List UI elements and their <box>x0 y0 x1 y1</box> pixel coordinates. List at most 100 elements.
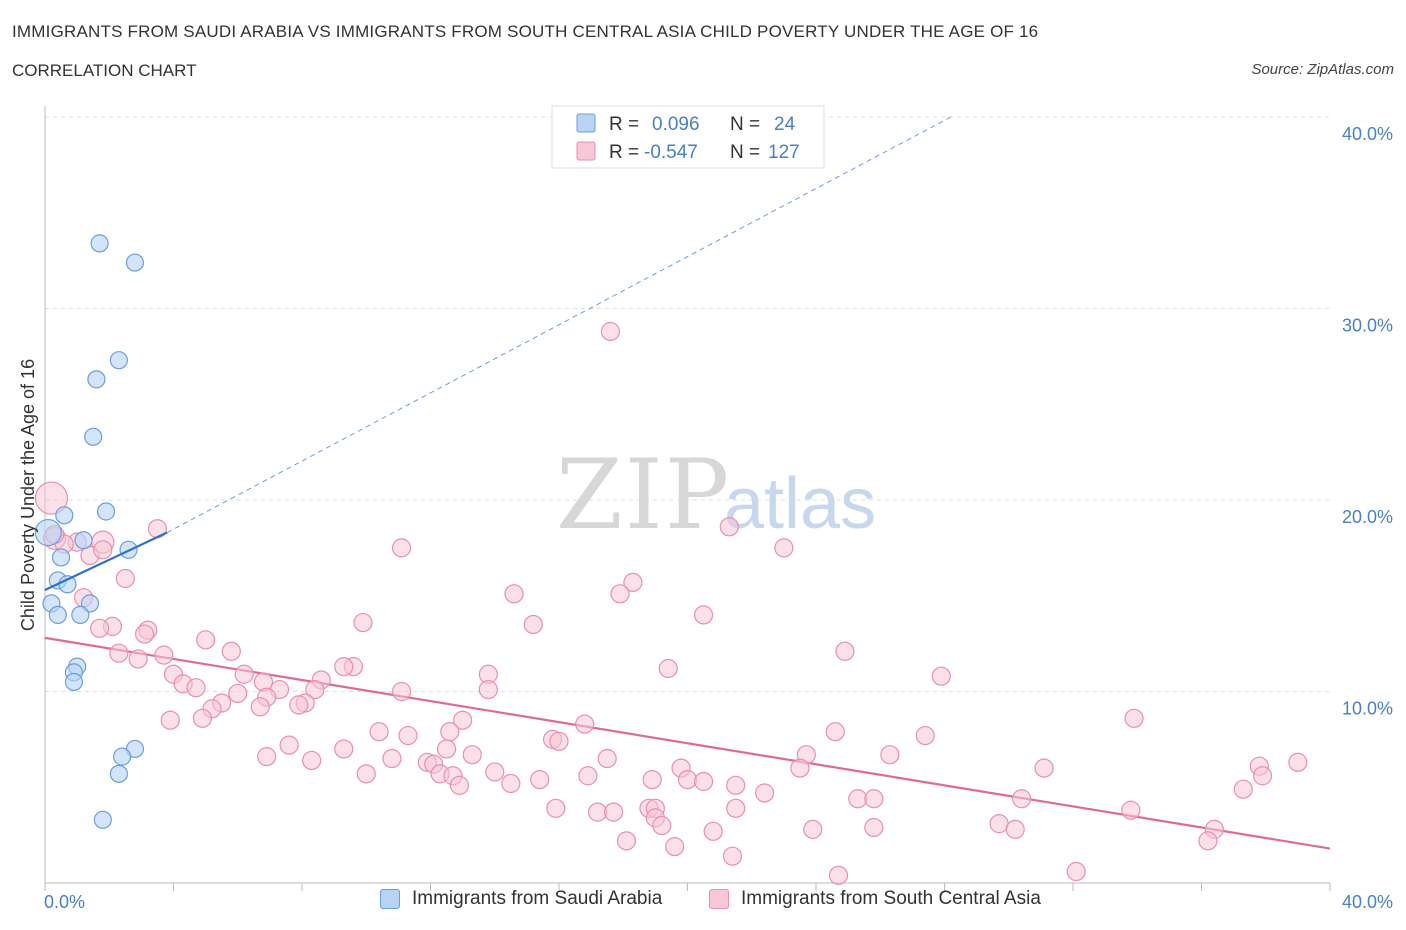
legend-swatch-blue <box>380 889 400 909</box>
legend-item-south-central-asia[interactable]: Immigrants from South Central Asia <box>709 888 1041 910</box>
stats-n-value: 127 <box>768 142 800 163</box>
stats-legend: R = 0.096 N = 24 R = -0.547 N = 127 <box>551 105 825 169</box>
stats-r-value: -0.547 <box>644 142 698 163</box>
south-central-asia-point <box>128 649 148 669</box>
south-central-asia-point <box>523 614 543 635</box>
legend-swatch-pink <box>709 889 729 909</box>
south-central-asia-point <box>790 758 810 778</box>
stats-n-value: 24 <box>774 114 796 135</box>
south-central-asia-point <box>623 572 643 592</box>
south-central-asia-point <box>279 735 299 755</box>
south-central-asia-point <box>652 815 672 836</box>
stats-n-label: N = <box>730 114 760 135</box>
grid-lines <box>45 116 1330 692</box>
saudi-arabia-trend-extension <box>166 116 952 533</box>
saudi-arabia-point <box>109 351 128 370</box>
stats-swatch-blue <box>576 113 596 133</box>
south-central-asia-point <box>719 517 739 537</box>
south-central-asia-point <box>658 658 678 679</box>
south-central-asia-point <box>828 865 849 885</box>
south-central-asia-point <box>436 739 457 759</box>
y-axis-label: Child Poverty Under the Age of 16 <box>18 359 38 631</box>
stats-swatch-pink <box>576 141 596 161</box>
saudi-arabia-trend-line <box>44 531 168 592</box>
south-central-asia-point <box>1005 819 1025 839</box>
saudi-arabia-point <box>34 518 62 547</box>
bottom-legend: Immigrants from Saudi Arabia Immigrants … <box>0 888 1406 918</box>
saudi-arabia-point <box>74 531 93 550</box>
south-central-asia-point <box>864 817 884 838</box>
chart-subtitle: CORRELATION CHART <box>12 61 197 80</box>
south-central-asia-point <box>382 748 402 769</box>
south-central-asia-point <box>93 540 113 560</box>
stats-r-value: 0.096 <box>652 114 700 135</box>
stats-r-label: R = <box>609 114 639 135</box>
south-central-asia-point <box>453 710 473 730</box>
watermark-zip: ZIP <box>556 439 731 551</box>
saudi-arabia-point <box>84 427 103 446</box>
saudi-arabia-point <box>87 370 106 389</box>
south-central-asia-point <box>34 481 69 515</box>
south-central-asia-point <box>803 819 823 839</box>
south-central-asia-point <box>228 683 248 704</box>
south-central-asia-point <box>597 748 617 769</box>
south-central-asia-point <box>931 666 951 686</box>
south-central-asia-point <box>353 612 373 633</box>
south-central-asia-point <box>546 798 566 818</box>
south-central-asia-point <box>600 321 621 342</box>
south-central-asia-point <box>250 697 270 717</box>
south-central-asia-point <box>501 773 521 794</box>
south-central-asia-point <box>485 762 505 782</box>
south-central-asia-point <box>234 664 254 684</box>
south-central-asia-point <box>504 584 524 604</box>
saudi-arabia-points <box>34 234 168 829</box>
south-central-asia-point <box>478 679 498 700</box>
south-central-asia-point <box>109 643 129 663</box>
chart-title: IMMIGRANTS FROM SAUDI ARABIA VS IMMIGRAN… <box>12 22 1039 41</box>
south-central-asia-point <box>604 802 624 822</box>
south-central-asia-point <box>1011 789 1032 809</box>
y-tick-labels: 10.0% 20.0% 30.0% 40.0% <box>1342 124 1393 719</box>
saudi-arabia-point <box>71 605 90 625</box>
south-central-asia-point <box>221 641 241 661</box>
y-tick-label: 40.0% <box>1342 124 1393 144</box>
south-central-asia-point <box>575 714 595 734</box>
saudi-arabia-point <box>112 747 132 766</box>
south-central-asia-point <box>440 722 460 742</box>
south-central-asia-point <box>1121 800 1141 820</box>
south-central-asia-point <box>610 584 630 604</box>
south-central-asia-point <box>154 645 174 665</box>
south-central-asia-point <box>722 846 743 866</box>
south-central-asia-point <box>880 745 900 765</box>
south-central-asia-point <box>665 837 685 857</box>
saudi-arabia-point <box>48 605 67 625</box>
south-central-asia-point <box>1034 758 1054 778</box>
south-central-asia-point <box>289 695 309 715</box>
south-central-asia-point <box>1252 766 1273 786</box>
south-central-asia-point <box>989 814 1009 834</box>
saudi-arabia-point <box>55 506 74 525</box>
south-central-asia-point <box>848 789 868 809</box>
south-central-asia-point <box>302 750 322 771</box>
south-central-asia-point <box>915 725 935 746</box>
south-central-asia-point <box>825 722 845 742</box>
stats-n-label: N = <box>730 142 760 163</box>
saudi-arabia-point <box>109 764 128 783</box>
south-central-asia-point <box>196 630 216 650</box>
south-central-asia-point <box>391 538 412 558</box>
y-tick-label: 30.0% <box>1342 316 1393 336</box>
south-central-asia-point <box>369 722 389 742</box>
legend-item-saudi-arabia[interactable]: Immigrants from Saudi Arabia <box>380 888 662 910</box>
south-central-asia-point <box>677 769 698 790</box>
south-central-asia-point <box>774 538 794 558</box>
x-tick-label-min: 0.0% <box>44 892 85 912</box>
south-central-asia-point <box>257 747 277 767</box>
south-central-asia-point <box>578 766 598 786</box>
south-central-asia-point <box>1233 779 1253 799</box>
south-central-asia-point <box>754 783 775 803</box>
south-central-asia-point <box>726 798 746 818</box>
saudi-arabia-point <box>125 253 145 272</box>
south-central-asia-point <box>334 739 354 759</box>
saudi-arabia-point <box>90 234 109 253</box>
